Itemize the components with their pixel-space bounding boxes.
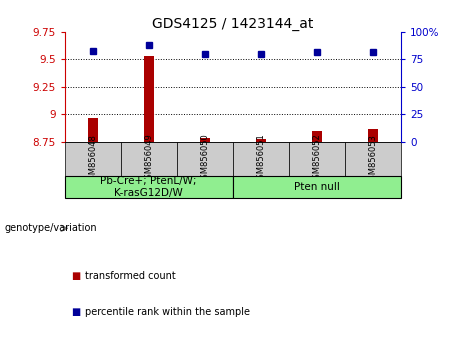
Text: GSM856051: GSM856051 [256, 134, 266, 184]
Bar [256, 139, 266, 142]
Text: genotype/variation: genotype/variation [5, 223, 97, 233]
Bar [144, 56, 154, 142]
Text: GSM856048: GSM856048 [88, 134, 97, 184]
Bar [233, 176, 401, 198]
Text: GSM856052: GSM856052 [313, 134, 321, 184]
Text: transformed count: transformed count [85, 271, 176, 281]
Bar [121, 142, 177, 176]
Bar [200, 138, 210, 142]
Text: GSM856049: GSM856049 [144, 134, 153, 184]
Text: percentile rank within the sample: percentile rank within the sample [85, 307, 250, 316]
Bar [312, 131, 322, 142]
Bar [233, 142, 289, 176]
Text: GSM856050: GSM856050 [200, 134, 209, 184]
Text: Pten null: Pten null [294, 182, 340, 192]
Bar [88, 118, 98, 142]
Bar [289, 142, 345, 176]
Bar [65, 142, 121, 176]
Title: GDS4125 / 1423144_at: GDS4125 / 1423144_at [152, 17, 313, 31]
Text: ■: ■ [71, 271, 81, 281]
Text: Pb-Cre+; PtenL/W;
K-rasG12D/W: Pb-Cre+; PtenL/W; K-rasG12D/W [100, 176, 197, 198]
Bar [368, 129, 378, 142]
Bar [177, 142, 233, 176]
Bar [345, 142, 401, 176]
Text: GSM856053: GSM856053 [368, 134, 378, 184]
Bar [65, 176, 233, 198]
Text: ■: ■ [71, 307, 81, 316]
